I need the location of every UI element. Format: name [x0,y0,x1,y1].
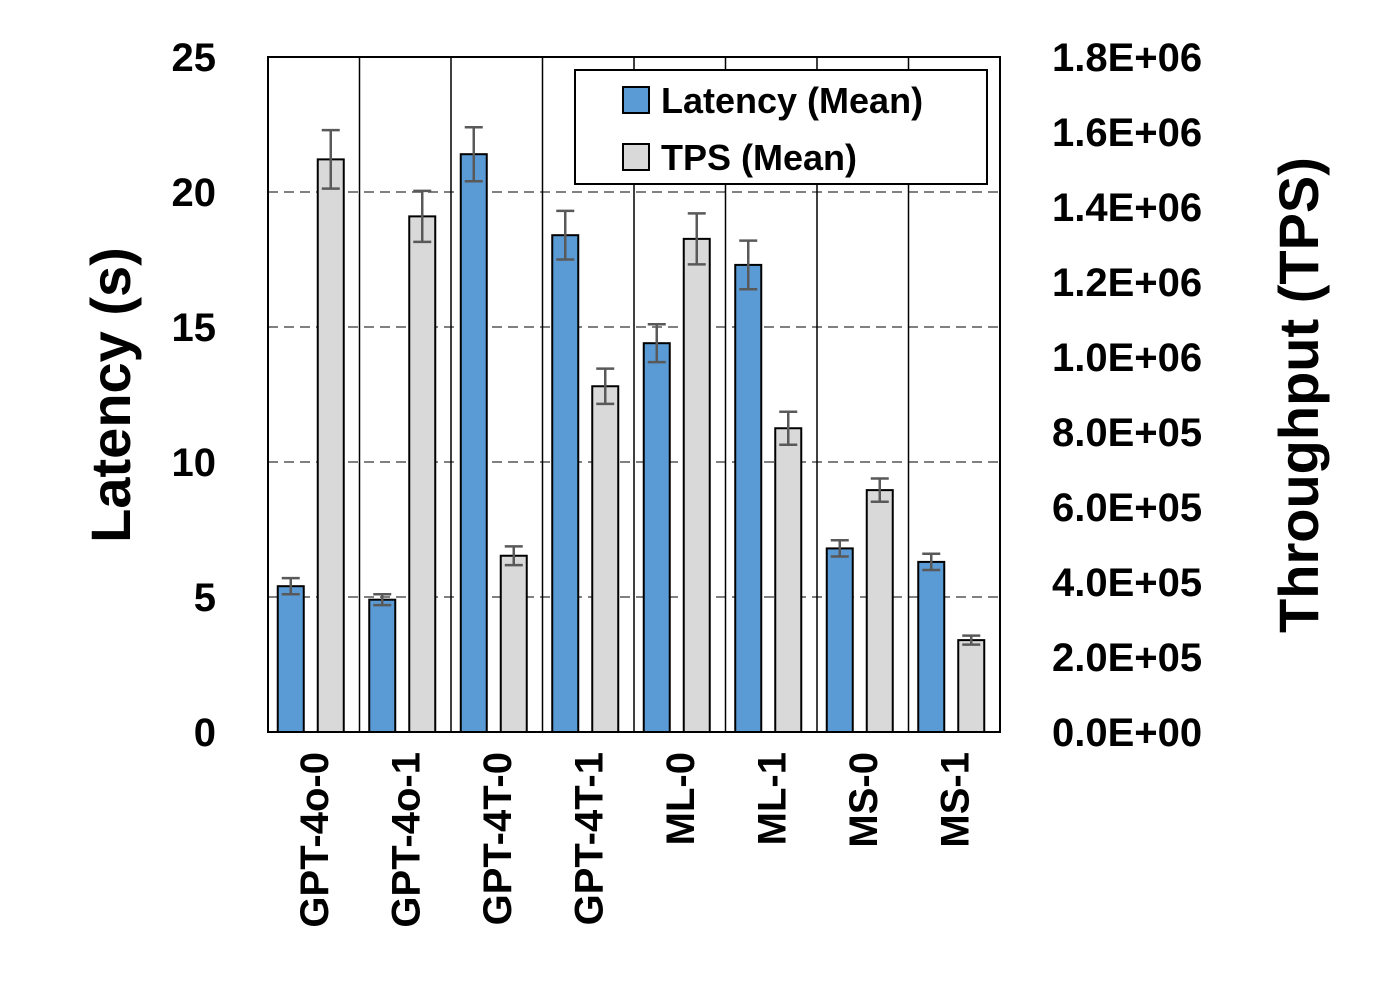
y-tick-left-1: 5 [194,576,216,620]
bar-latency-GPT-4T-1 [551,234,580,733]
error-bar-latency-GPT-4o-0 [281,576,300,596]
bar-latency-ML-0 [642,342,671,733]
legend-swatch-latency [622,86,650,114]
y-axis-title-right: Throughput (TPS) [1267,157,1330,633]
bars [276,153,986,734]
y-axis-title-left: Latency (s) [79,247,142,543]
bar-latency-ML-1 [734,263,763,733]
y-tick-right-3: 6.0E+05 [1052,486,1202,530]
bar-tps-GPT-4o-1 [408,215,437,733]
bar-latency-GPT-4o-0 [276,585,305,734]
bar-tps-GPT-4o-0 [316,158,345,733]
category-label-GPT-4o-1: GPT-4o-1 [384,752,428,928]
error-bar-latency-GPT-4T-1 [556,209,575,261]
legend: Latency (Mean) TPS (Mean) [574,69,988,185]
bar-latency-MS-1 [917,560,946,734]
y-tick-left-2: 10 [172,441,217,485]
y-tick-right-9: 1.8E+06 [1052,36,1202,80]
plot-frame [267,56,1001,733]
bar-tps-MS-1 [957,639,986,733]
category-label-MS-0: MS-0 [842,752,886,848]
y-tick-right-4: 8.0E+05 [1052,411,1202,455]
y-tick-right-8: 1.6E+06 [1052,111,1202,155]
error-bars [281,125,981,646]
y-tick-left-3: 15 [172,306,217,350]
category-label-GPT-4T-1: GPT-4T-1 [567,752,611,925]
y-tick-left-4: 20 [172,171,217,215]
error-bar-tps-MS-0 [870,477,889,503]
y-tick-right-7: 1.4E+06 [1052,186,1202,230]
y-tick-right-6: 1.2E+06 [1052,261,1202,305]
bar-tps-GPT-4T-0 [499,554,528,733]
error-bar-latency-ML-1 [739,239,758,291]
legend-label-latency: Latency (Mean) [661,80,923,121]
bar-latency-MS-0 [825,547,854,734]
bar-tps-ML-0 [682,237,711,733]
error-bar-tps-GPT-4o-0 [321,128,340,190]
error-bar-tps-ML-1 [779,410,798,446]
category-label-MS-1: MS-1 [933,752,977,848]
error-bar-tps-GPT-4T-0 [504,545,523,567]
error-bar-latency-MS-1 [922,552,941,572]
y-tick-right-5: 1.0E+06 [1052,336,1202,380]
error-bar-tps-MS-1 [962,634,981,646]
bar-latency-GPT-4T-0 [459,153,488,733]
category-label-GPT-4o-0: GPT-4o-0 [293,752,337,928]
category-labels: GPT-4o-0 GPT-4o-1 GPT-4T-0 GPT-4T-1 ML-0 ML-1… [293,752,978,928]
legend-label-tps: TPS (Mean) [661,137,857,178]
error-bar-latency-MS-0 [830,539,849,558]
category-label-ML-0: ML-0 [659,752,703,845]
y-tick-right-0: 0.0E+00 [1052,711,1202,755]
bar-latency-GPT-4o-1 [368,598,397,734]
legend-swatch-tps [622,143,650,171]
error-bar-latency-GPT-4T-0 [464,125,483,183]
bar-tps-ML-1 [774,427,803,733]
error-bar-latency-ML-0 [647,323,666,364]
category-label-ML-1: ML-1 [750,752,794,845]
error-bar-latency-GPT-4o-1 [373,593,392,607]
error-bar-tps-ML-0 [687,212,706,266]
bar-tps-MS-0 [865,489,894,733]
error-bar-tps-GPT-4o-1 [413,189,432,244]
tick-labels: 0 5 10 15 20 25 0.0E+00 2.0E+05 4.0E+05 6.0E+05 8.… [172,36,1203,755]
y-tick-left-0: 0 [194,711,216,755]
category-label-GPT-4T-0: GPT-4T-0 [476,752,520,925]
bar-tps-GPT-4T-1 [591,385,620,733]
y-tick-right-2: 4.0E+05 [1052,561,1202,605]
y-tick-left-5: 25 [172,36,217,80]
error-bar-tps-GPT-4T-1 [596,367,615,406]
y-tick-right-1: 2.0E+05 [1052,636,1202,680]
